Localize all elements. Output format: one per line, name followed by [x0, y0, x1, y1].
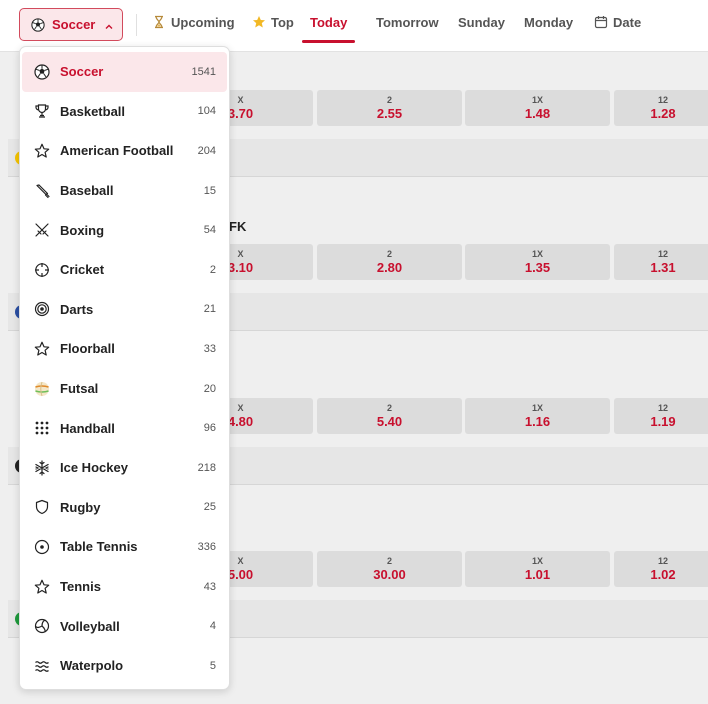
sport-item-handball[interactable]: Handball 96 — [20, 408, 229, 448]
odd-12-button[interactable]: 12 1.19 — [614, 398, 708, 434]
sport-item-basketball[interactable]: Basketball 104 — [20, 92, 229, 132]
sport-item-cricket[interactable]: Cricket 2 — [20, 250, 229, 290]
sport-selector-button[interactable]: Soccer — [19, 8, 123, 41]
sport-item-floorball[interactable]: Floorball 33 — [20, 329, 229, 369]
odd-2-button[interactable]: 2 30.00 — [317, 551, 462, 587]
odd-12-button[interactable]: 12 1.31 — [614, 244, 708, 280]
snowflake-icon — [33, 459, 51, 477]
crosshair-icon — [33, 261, 51, 279]
tab-date[interactable]: Date — [594, 0, 641, 44]
waves-icon — [33, 657, 51, 675]
star-outline-icon — [33, 340, 51, 358]
sport-item-boxing[interactable]: Boxing 54 — [20, 210, 229, 250]
sport-dropdown-menu: Soccer 1541 Basketball 104 American Foot… — [19, 46, 230, 690]
sport-item-tennis[interactable]: Tennis 43 — [20, 567, 229, 607]
sport-item-volleyball[interactable]: Volleyball 4 — [20, 606, 229, 646]
sport-item-waterpolo[interactable]: Waterpolo 5 — [20, 646, 229, 686]
tab-monday-label: Monday — [524, 14, 574, 30]
tab-today[interactable]: Today — [302, 0, 356, 44]
baseball-bat-icon — [33, 182, 51, 200]
tab-monday[interactable]: Monday — [524, 0, 573, 44]
trophy-icon — [33, 102, 51, 120]
sport-item-futsal[interactable]: Futsal 20 — [20, 369, 229, 409]
tab-top-label: Top — [271, 14, 294, 30]
odd-2-button[interactable]: 2 2.80 — [317, 244, 462, 280]
odd-1x-button[interactable]: 1X 1.35 — [465, 244, 610, 280]
sport-item-rugby[interactable]: Rugby 25 — [20, 488, 229, 528]
tab-top[interactable]: Top — [252, 0, 294, 44]
top-nav: Soccer Upcoming Top Today Tomorrow Sunda… — [0, 0, 708, 52]
tab-tomorrow[interactable]: Tomorrow — [376, 0, 439, 44]
tab-upcoming[interactable]: Upcoming — [152, 0, 235, 44]
hourglass-icon — [152, 15, 166, 29]
star-outline-icon — [33, 578, 51, 596]
tab-tomorrow-label: Tomorrow — [376, 14, 439, 30]
team-name: FK — [229, 219, 247, 234]
tab-date-label: Date — [613, 14, 642, 30]
crossed-swords-icon — [33, 221, 51, 239]
tab-sunday-label: Sunday — [458, 14, 505, 30]
odd-2-button[interactable]: 2 2.55 — [317, 90, 462, 126]
sport-item-soccer[interactable]: Soccer 1541 — [22, 52, 227, 92]
star-outline-icon — [33, 142, 51, 160]
tab-sunday[interactable]: Sunday — [458, 0, 505, 44]
chevron-up-icon — [104, 20, 114, 30]
sport-item-ice-hockey[interactable]: Ice Hockey 218 — [20, 448, 229, 488]
tab-today-label: Today — [310, 14, 348, 30]
odd-1x-button[interactable]: 1X 1.16 — [465, 398, 610, 434]
sport-item-table-tennis[interactable]: Table Tennis 336 — [20, 527, 229, 567]
soccer-ball-icon — [33, 63, 51, 81]
calendar-icon — [594, 15, 608, 29]
star-icon — [252, 15, 266, 29]
shield-icon — [33, 498, 51, 516]
match-odds-row: X 4.80 2 5.40 1X 1.16 12 1.19 — [0, 398, 708, 434]
odd-12-button[interactable]: 12 1.02 — [614, 551, 708, 587]
circle-dot-icon — [33, 538, 51, 556]
odd-1x-button[interactable]: 1X 1.48 — [465, 90, 610, 126]
odd-2-button[interactable]: 2 5.40 — [317, 398, 462, 434]
sport-item-baseball[interactable]: Baseball 15 — [20, 171, 229, 211]
odd-1x-button[interactable]: 1X 1.01 — [465, 551, 610, 587]
sport-selector-label: Soccer — [52, 17, 96, 32]
sport-item-darts[interactable]: Darts 21 — [20, 290, 229, 330]
match-odds-row: X 5.00 2 30.00 1X 1.01 12 1.02 — [0, 551, 708, 587]
target-icon — [33, 300, 51, 318]
odd-12-button[interactable]: 12 1.28 — [614, 90, 708, 126]
soccer-ball-icon — [31, 17, 45, 32]
dot-grid-icon — [33, 419, 51, 437]
volleyball-icon — [33, 617, 51, 635]
tab-upcoming-label: Upcoming — [171, 14, 235, 30]
futsal-ball-icon — [33, 380, 51, 398]
sport-item-american-football[interactable]: American Football 204 — [20, 131, 229, 171]
nav-divider — [136, 14, 137, 36]
